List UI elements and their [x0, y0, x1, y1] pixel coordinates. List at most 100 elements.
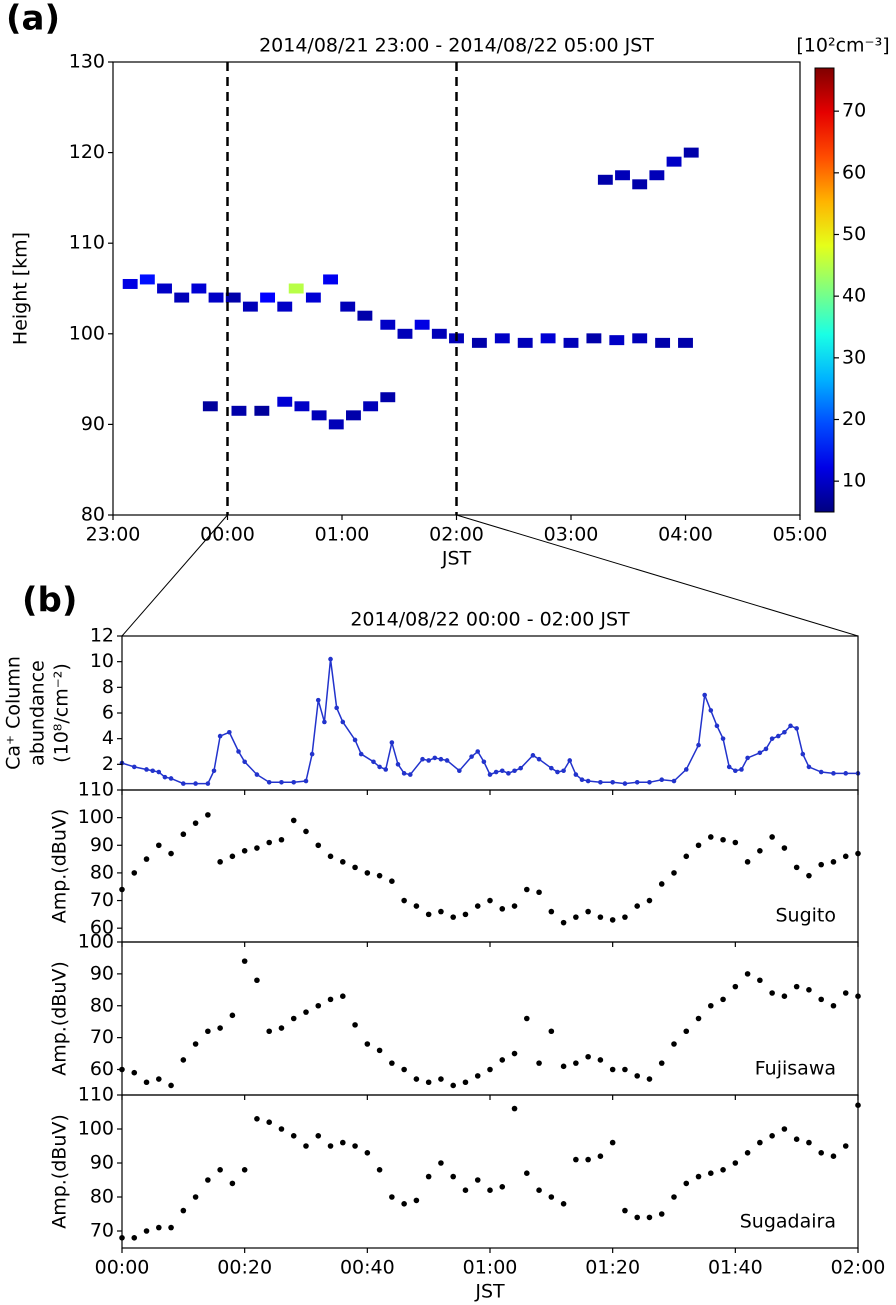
marker	[720, 736, 726, 741]
point	[254, 1116, 260, 1122]
marker	[401, 771, 407, 776]
point	[290, 1015, 297, 1022]
axes-frame	[121, 635, 859, 791]
heatmap-cell	[254, 405, 270, 416]
y-tick-label: 70	[90, 889, 114, 911]
point	[352, 1143, 358, 1149]
y-axis-label: Amp.(dBuV)	[49, 961, 71, 1076]
point	[769, 1133, 775, 1139]
y-tick-label: 2	[102, 753, 114, 775]
point	[646, 1214, 653, 1221]
point	[830, 1002, 837, 1009]
station-label: Sugadaira	[740, 1211, 836, 1233]
marker	[763, 746, 769, 752]
point	[278, 836, 285, 843]
point	[241, 958, 248, 964]
panel: 80 90 100 110 120 130 23:00 00:00 01:00 02:00 03:0…	[6, 0, 890, 570]
point	[573, 1156, 579, 1163]
colorbar-tick-label: 10	[842, 470, 866, 492]
heatmap-cell	[231, 405, 247, 416]
point	[744, 971, 751, 977]
point	[340, 859, 346, 865]
y-axis-label: Amp.(dBuV)	[49, 809, 71, 924]
point	[585, 1053, 591, 1060]
point	[842, 990, 849, 996]
point	[720, 1167, 726, 1173]
point	[842, 1143, 849, 1149]
point	[438, 1076, 444, 1082]
heatmap-cell	[208, 292, 224, 303]
point	[499, 1057, 506, 1063]
x-tick-label: 03:00	[544, 524, 599, 546]
marker	[634, 780, 640, 785]
point	[327, 853, 334, 860]
heatmap-cell	[260, 292, 276, 303]
y-tick-label: 6	[102, 702, 114, 724]
point	[769, 834, 775, 840]
heatmap-cell	[363, 401, 379, 412]
marker	[303, 778, 309, 784]
point	[487, 897, 493, 904]
point	[560, 1201, 567, 1207]
y-axis-label: abundance	[27, 660, 49, 766]
marker	[426, 758, 431, 763]
point	[793, 983, 800, 990]
point	[327, 996, 334, 1003]
panel-label: (a)	[6, 0, 60, 39]
point	[585, 1156, 591, 1163]
heatmap-cell	[225, 292, 241, 303]
heatmap-cell	[242, 301, 258, 312]
x-axis-label: JST	[441, 548, 472, 570]
marker	[647, 780, 652, 785]
point	[806, 987, 812, 993]
heatmap-cell	[632, 179, 648, 190]
marker	[806, 764, 812, 770]
point	[732, 839, 739, 846]
marker	[800, 751, 806, 757]
point	[658, 1060, 665, 1066]
point	[524, 886, 530, 893]
point	[744, 859, 751, 865]
point	[303, 828, 309, 835]
marker	[683, 767, 689, 772]
y-tick-label: 100	[78, 1118, 114, 1140]
marker	[745, 755, 750, 761]
marker	[383, 767, 389, 772]
marker	[131, 764, 137, 770]
heatmap-cell	[666, 156, 682, 167]
marker	[769, 736, 775, 741]
marker	[279, 780, 284, 785]
marker	[843, 771, 849, 776]
point	[278, 1126, 285, 1132]
point	[560, 919, 567, 926]
point	[609, 1066, 616, 1073]
colorbar	[814, 67, 835, 513]
point	[524, 1015, 530, 1022]
y-tick-label: 110	[78, 779, 114, 801]
point	[266, 839, 273, 846]
point	[180, 1207, 187, 1214]
point	[536, 1187, 542, 1193]
marker	[162, 774, 168, 780]
marker	[714, 723, 720, 729]
point	[266, 1119, 273, 1125]
y-tick-label: 60	[90, 917, 114, 939]
x-tick-label: 01:20	[585, 1257, 640, 1279]
point	[303, 1143, 309, 1149]
point	[352, 864, 358, 871]
marker	[696, 742, 701, 748]
point	[757, 848, 763, 854]
heatmap-cell	[471, 337, 487, 348]
point	[793, 1136, 800, 1142]
point	[732, 983, 739, 990]
marker	[733, 768, 738, 774]
marker	[438, 756, 444, 762]
panel: 2 4 6 8 10 12 2014/08/22 00:00 - 02:00 JST (b) C…	[3, 581, 861, 795]
heatmap-cell	[277, 301, 293, 312]
point	[695, 842, 702, 849]
point	[536, 889, 542, 896]
point	[241, 1167, 248, 1173]
point	[720, 996, 726, 1003]
heatmap-cell	[632, 333, 648, 344]
marker	[499, 768, 505, 774]
